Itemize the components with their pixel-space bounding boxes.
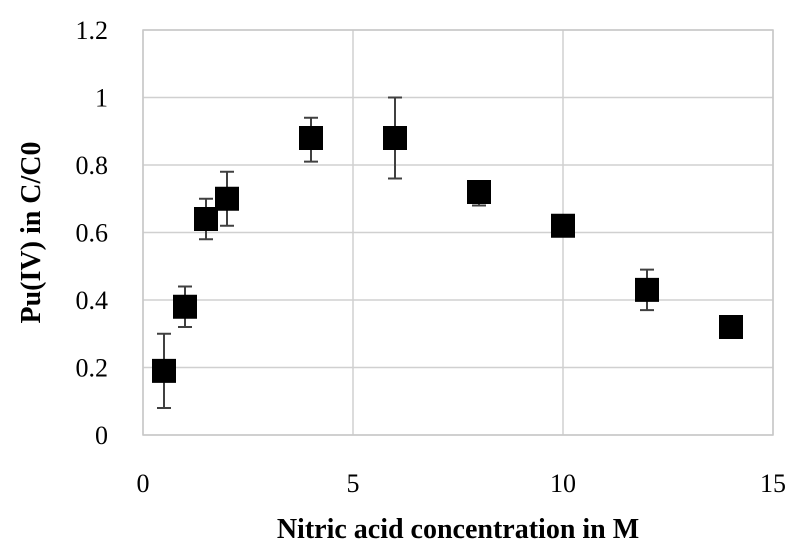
y-tick-label: 0.8: [76, 151, 109, 180]
data-markers: [152, 126, 743, 383]
x-tick-label: 10: [550, 469, 576, 498]
data-point: [194, 207, 218, 231]
x-tick-label: 0: [137, 469, 150, 498]
y-tick-label: 0: [95, 421, 108, 450]
data-point: [152, 358, 176, 383]
data-point: [719, 315, 743, 339]
data-point: [299, 126, 323, 150]
x-axis-title: Nitric acid concentration in M: [277, 514, 639, 545]
x-tick-label: 5: [347, 469, 360, 498]
grid-lines: [142, 29, 774, 436]
data-point: [215, 186, 239, 211]
y-tick-label: 1: [95, 84, 108, 113]
y-tick-label: 0.2: [76, 354, 109, 383]
data-point: [551, 213, 575, 238]
plot-area-frame: [142, 29, 774, 436]
y-tick-label: 0.6: [76, 219, 109, 248]
y-axis-title: Pu(IV) in C/C0: [16, 141, 47, 323]
x-tick-labels: 0 5 10 15: [137, 469, 787, 498]
data-point: [635, 277, 659, 302]
data-point: [383, 126, 407, 150]
x-tick-label: 15: [760, 469, 786, 498]
y-tick-label: 0.4: [76, 286, 109, 315]
data-point: [173, 294, 197, 319]
y-tick-labels: 0 0.2 0.4 0.6 0.8 1 1.2: [76, 16, 109, 450]
data-point: [467, 180, 491, 204]
y-tick-label: 1.2: [76, 16, 109, 45]
